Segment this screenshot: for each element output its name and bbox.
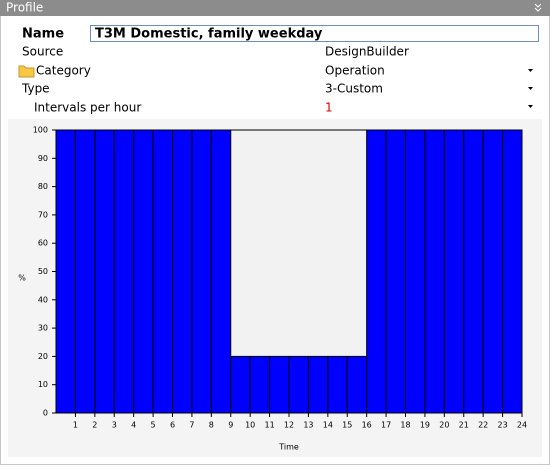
x-tick-label: 15: [342, 421, 352, 430]
x-tick-label: 10: [245, 421, 255, 430]
x-tick-label: 12: [284, 421, 294, 430]
bar: [307, 355, 329, 414]
y-axis-label: %: [18, 274, 26, 283]
y-tick-label: 70: [38, 210, 48, 219]
field-value: DesignBuilder: [325, 45, 409, 59]
bar: [405, 129, 426, 414]
bar: [502, 129, 523, 414]
bar: [366, 129, 387, 414]
collapse-icon[interactable]: [534, 3, 542, 12]
y-tick-label: 30: [38, 324, 48, 333]
x-tick-label: 17: [381, 421, 391, 430]
y-tick-label: 10: [38, 380, 48, 389]
field-value[interactable]: T3M Domestic, family weekday: [95, 27, 323, 42]
y-tick-label: 50: [38, 267, 48, 276]
y-tick-label: 20: [38, 352, 48, 361]
bar: [249, 355, 271, 414]
x-axis-label: Time: [278, 443, 299, 452]
folder-icon: [18, 65, 35, 78]
y-tick-label: 100: [33, 126, 48, 135]
x-tick-label: 21: [459, 421, 469, 430]
x-tick-label: 13: [303, 421, 313, 430]
bar: [191, 129, 212, 414]
dropdown-arrow[interactable]: [528, 69, 533, 72]
x-tick-label: 1: [73, 421, 78, 430]
dropdown-arrow[interactable]: [528, 87, 533, 90]
bar: [113, 129, 135, 414]
field-value[interactable]: 1: [325, 101, 333, 115]
x-tick-label: 3: [112, 421, 117, 430]
header-title: Profile: [6, 1, 43, 15]
x-tick-label: 8: [209, 421, 214, 430]
bar: [443, 129, 465, 414]
field-label: Intervals per hour: [34, 101, 141, 115]
field-label: Category: [36, 64, 91, 78]
x-tick-label: 24: [517, 421, 527, 430]
x-tick-label: 4: [131, 421, 136, 430]
y-tick-label: 80: [38, 182, 48, 191]
dropdown-arrow[interactable]: [528, 105, 533, 108]
bar: [269, 355, 290, 414]
bar: [74, 129, 96, 414]
x-tick-label: 2: [92, 421, 97, 430]
bar: [172, 129, 193, 414]
bar: [133, 129, 154, 414]
bar: [94, 129, 115, 414]
bar: [482, 129, 504, 414]
x-tick-label: 11: [264, 421, 274, 430]
x-tick-label: 9: [228, 421, 233, 430]
bar: [385, 129, 407, 414]
bar: [424, 129, 445, 414]
bar: [55, 129, 76, 414]
x-tick-label: 18: [400, 421, 410, 430]
x-tick-label: 16: [362, 421, 372, 430]
x-tick-label: 22: [478, 421, 488, 430]
x-tick-label: 5: [151, 421, 156, 430]
bar: [327, 355, 348, 414]
y-tick-label: 40: [38, 295, 48, 304]
name-input[interactable]: [90, 25, 539, 42]
bar: [152, 129, 173, 414]
x-tick-label: 20: [439, 421, 449, 430]
header-bar: [0, 0, 550, 16]
bar: [463, 129, 484, 414]
bar: [288, 355, 309, 414]
y-tick-label: 90: [38, 154, 48, 163]
bar: [230, 355, 251, 414]
bar: [210, 129, 232, 414]
bar: [346, 355, 368, 414]
x-tick-label: 6: [170, 421, 175, 430]
x-tick-label: 19: [420, 421, 430, 430]
x-tick-label: 23: [497, 421, 507, 430]
x-tick-label: 7: [189, 421, 194, 430]
field-value[interactable]: 3-Custom: [325, 82, 383, 96]
field-label: Type: [21, 82, 50, 96]
x-tick-label: 14: [323, 421, 333, 430]
y-tick-label: 60: [38, 239, 48, 248]
field-value[interactable]: Operation: [325, 64, 385, 78]
y-tick-label: 0: [43, 409, 48, 418]
field-label: Source: [22, 45, 63, 59]
field-label: Name: [22, 27, 64, 42]
